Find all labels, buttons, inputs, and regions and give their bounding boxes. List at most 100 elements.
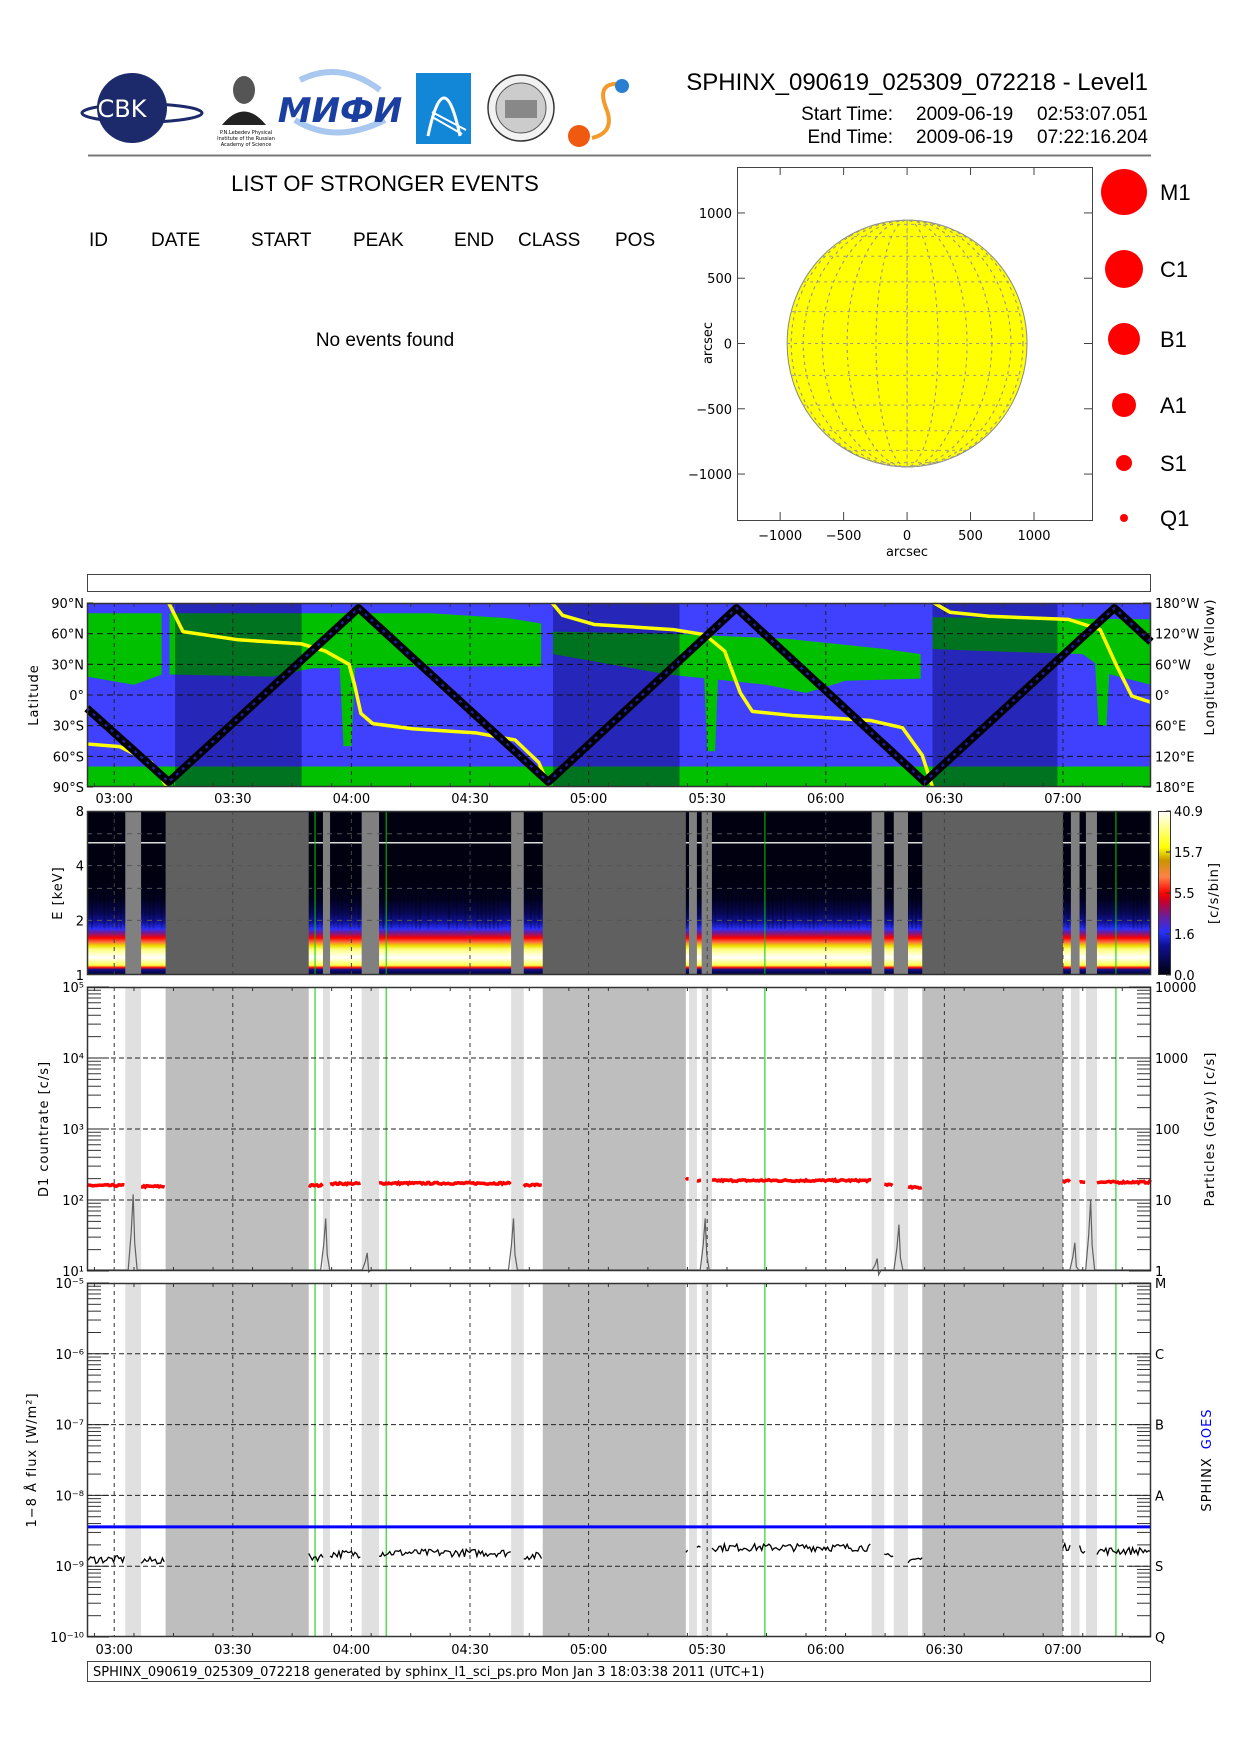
countrate-series bbox=[307, 1182, 324, 1189]
data-gap bbox=[871, 1283, 885, 1637]
sphinx-flux-series bbox=[696, 1545, 701, 1548]
sun-x-tick-label: 0 bbox=[903, 529, 911, 544]
sphinx-flux-series bbox=[907, 1557, 923, 1564]
sphinx-flux-series bbox=[329, 1549, 361, 1561]
spectrogram-noise bbox=[357, 891, 360, 929]
colorbar-tick-label: 1.6 bbox=[1174, 928, 1195, 943]
data-gap bbox=[871, 811, 885, 975]
spectrogram-noise bbox=[123, 891, 126, 929]
countrate-tick-label: 10⁴ bbox=[62, 1052, 84, 1067]
countrate-tick-label: 10³ bbox=[62, 1123, 84, 1138]
energy-tick-label: 4 bbox=[76, 860, 84, 875]
start-time-label: Start Time: bbox=[801, 104, 893, 125]
spectrogram-noise bbox=[755, 891, 758, 929]
spectrogram-noise bbox=[1120, 891, 1123, 929]
flux-tick-label: 10⁻⁵ bbox=[55, 1277, 84, 1292]
flux-right-axis-title: SPHINX GOES bbox=[1200, 1408, 1215, 1511]
spectrogram-noise bbox=[771, 891, 774, 929]
data-gap bbox=[322, 811, 331, 975]
legend-marker-M1 bbox=[1101, 169, 1147, 215]
spectrogram-noise bbox=[779, 891, 782, 929]
spectrogram-noise bbox=[444, 891, 446, 929]
spectrogram-noise bbox=[1079, 891, 1082, 929]
colorbar-title: [c/s/bin] bbox=[1207, 862, 1222, 924]
colorbar-tick-label: 15.7 bbox=[1174, 846, 1203, 861]
spectrogram-noise bbox=[751, 891, 754, 929]
data-gap bbox=[511, 1283, 524, 1637]
spectrogram-noise bbox=[456, 891, 458, 929]
plot-frame bbox=[86, 1282, 1152, 1638]
spectrogram-noise bbox=[398, 891, 401, 929]
eclipse-gap bbox=[165, 987, 309, 1271]
mifi-logo: МИФИ bbox=[278, 69, 402, 136]
spectrogram-noise bbox=[853, 891, 856, 929]
time-tick-label: 05:30 bbox=[688, 1643, 725, 1658]
goes-series-label: GOES bbox=[1200, 1408, 1215, 1449]
data-gap bbox=[361, 1283, 380, 1637]
sphinx-flux-series bbox=[523, 1551, 543, 1561]
spectrogram-noise bbox=[849, 891, 852, 929]
spectrogram-noise bbox=[804, 891, 807, 929]
orbit-track bbox=[86, 606, 1152, 784]
spectrogram-noise bbox=[349, 891, 352, 929]
time-tick-label: 05:00 bbox=[570, 792, 607, 807]
cbk-logo-text: CBK bbox=[98, 95, 148, 123]
spectrogram-noise bbox=[820, 891, 823, 929]
longitude-grid-line bbox=[875, 219, 939, 468]
no-events-message: No events found bbox=[316, 330, 454, 351]
spectrogram-noise bbox=[915, 891, 918, 929]
end-time-label: End Time: bbox=[807, 127, 893, 148]
data-gap bbox=[322, 1283, 331, 1637]
spectrogram-noise bbox=[107, 891, 110, 929]
energy-axis-title: E [keV] bbox=[51, 866, 66, 919]
time-tick-label: 04:30 bbox=[451, 792, 488, 807]
countrate-series bbox=[329, 1180, 361, 1187]
goes-class-label: S bbox=[1155, 1560, 1163, 1575]
longitude-tick-label: 180°E bbox=[1155, 781, 1195, 796]
spectrogram-noise bbox=[1136, 891, 1139, 929]
spectrogram-noise bbox=[743, 891, 745, 929]
end-time: 07:22:16.204 bbox=[1037, 127, 1148, 148]
spectrogram-noise bbox=[1103, 891, 1106, 929]
spectrogram-noise bbox=[501, 891, 504, 929]
time-tick-label: 04:00 bbox=[333, 792, 370, 807]
events-list: LIST OF STRONGER EVENTS ID DATE START PE… bbox=[89, 171, 655, 351]
latitude-tick-label: 60°N bbox=[51, 628, 84, 643]
data-gap bbox=[125, 811, 142, 975]
legend-marker-C1 bbox=[1105, 250, 1143, 288]
spectrogram-noise bbox=[866, 891, 868, 929]
sun-y-tick-label: 0 bbox=[724, 338, 732, 353]
spectrogram-noise bbox=[382, 891, 385, 929]
latitude-tick-label: 30°N bbox=[51, 658, 84, 673]
spectrogram-noise bbox=[468, 891, 471, 929]
spectrogram-noise bbox=[497, 891, 499, 929]
spectrogram-noise bbox=[911, 891, 914, 929]
spectrogram-noise bbox=[816, 891, 819, 929]
spectrogram-noise bbox=[140, 891, 143, 929]
spectrogram-noise bbox=[1112, 891, 1114, 929]
sun-y-axis-title: arcsec bbox=[701, 322, 716, 364]
spectrogram-noise bbox=[419, 891, 422, 929]
spectrogram-noise bbox=[148, 891, 151, 929]
longitude-curve bbox=[550, 601, 935, 788]
spectrogram-noise bbox=[99, 891, 102, 929]
spectrogram-noise bbox=[759, 891, 762, 929]
spectrogram-noise bbox=[1132, 891, 1135, 929]
particle-zone bbox=[553, 631, 921, 693]
spectrogram-noise bbox=[919, 891, 922, 929]
lebedev-caption: P.N.Lebedev Physical bbox=[220, 130, 272, 136]
spectrogram-noise bbox=[726, 891, 729, 929]
spectrogram-noise bbox=[1066, 891, 1069, 929]
eclipse-gap bbox=[542, 1283, 686, 1637]
spectrogram-noise bbox=[1128, 891, 1131, 929]
latitude-tick-label: 0° bbox=[69, 689, 84, 704]
countrate-series bbox=[884, 1182, 894, 1188]
spectrogram-noise bbox=[862, 891, 864, 929]
eclipse-gap bbox=[165, 811, 309, 975]
column-header-end: END bbox=[454, 230, 494, 251]
spectrogram-noise bbox=[492, 891, 495, 929]
time-tick-label: 06:30 bbox=[926, 1643, 963, 1658]
sphinx-flux-series bbox=[1096, 1545, 1151, 1558]
spectrogram-noise bbox=[91, 891, 94, 929]
sphinx-flux-series bbox=[1078, 1545, 1086, 1554]
